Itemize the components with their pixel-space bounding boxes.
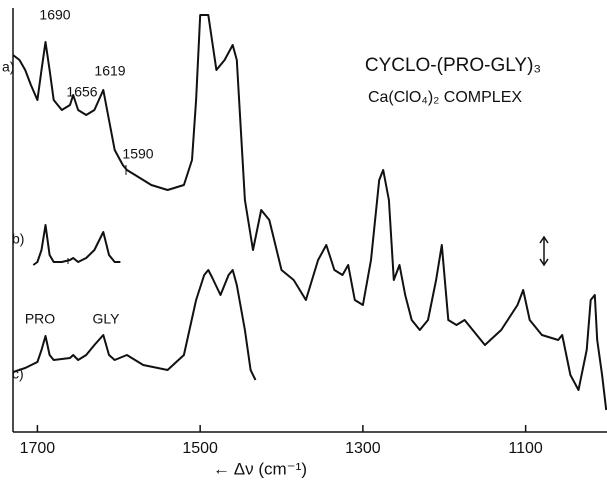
annotation: 1690 bbox=[39, 7, 70, 23]
x-tick-label: 1300 bbox=[345, 440, 381, 457]
annotation: c) bbox=[12, 366, 24, 382]
x-tick-label: 1500 bbox=[182, 440, 218, 457]
annotation: a) bbox=[2, 59, 14, 75]
spectrum-trace bbox=[13, 269, 257, 381]
chart-title: CYCLO-(PRO-GLY)₃ bbox=[365, 55, 541, 76]
annotation: GLY bbox=[93, 311, 121, 327]
x-axis-label: ← Δν (cm⁻¹) bbox=[213, 459, 307, 478]
annotation: 1656 bbox=[66, 84, 97, 100]
chart-subtitle: Ca(ClO₄)₂ COMPLEX bbox=[368, 89, 522, 106]
annotation: PRO bbox=[25, 311, 55, 327]
double-arrow bbox=[539, 235, 549, 267]
x-tick-label: 1700 bbox=[20, 440, 56, 457]
plot-area bbox=[13, 14, 607, 411]
annotation: 1590 bbox=[122, 146, 153, 162]
spectrum-trace bbox=[13, 14, 607, 411]
spectrum-trace bbox=[32, 224, 121, 266]
annotation: 1619 bbox=[94, 63, 125, 79]
annotation: b) bbox=[12, 231, 24, 247]
x-tick-label: 1100 bbox=[508, 440, 543, 457]
